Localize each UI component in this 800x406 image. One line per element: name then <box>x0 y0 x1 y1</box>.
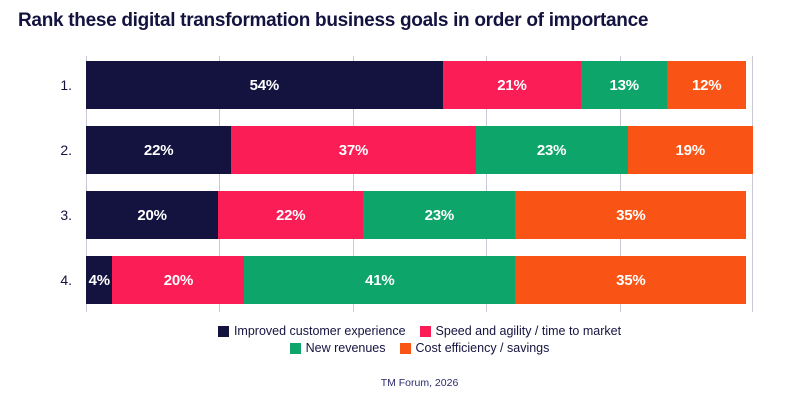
bar-segment: 12% <box>667 61 747 109</box>
legend-label: Improved customer experience <box>233 324 406 338</box>
gridline <box>752 56 753 312</box>
bar-segment: 35% <box>515 256 747 304</box>
legend-line: New revenues Cost efficiency / savings <box>289 341 550 355</box>
bar-segment: 4% <box>86 256 113 304</box>
legend-swatch-icon <box>419 325 431 337</box>
legend-label: New revenues <box>305 341 386 355</box>
legend: Improved customer experience Speed and ag… <box>86 324 753 355</box>
gridline <box>486 56 488 312</box>
legend-item: New revenues <box>289 341 386 355</box>
source-note: TM Forum, 2026 <box>380 377 459 389</box>
bar-segment: 22% <box>218 191 364 239</box>
bar-segment: 21% <box>442 61 582 109</box>
row-label: 4. <box>60 272 72 288</box>
bar-segment: 13% <box>581 61 668 109</box>
bar-segment: 37% <box>231 126 476 174</box>
bar-segment: 19% <box>627 126 753 174</box>
bar-segment: 41% <box>244 256 516 304</box>
plot-area: 1. 54% 21% 13% 12% 2. 22% 37% 23% 19% 3. 20% 22% 23% 3… <box>60 56 753 312</box>
legend-line: Improved customer experience Speed and ag… <box>217 324 622 338</box>
row-label: 3. <box>60 207 72 223</box>
legend-item: Cost efficiency / savings <box>399 341 550 355</box>
bar-segment: 54% <box>86 61 443 109</box>
legend-label: Cost efficiency / savings <box>415 341 550 355</box>
gridline <box>86 56 87 312</box>
bar-segment: 20% <box>86 191 219 239</box>
bar-row: 2. 22% 37% 23% 19% <box>60 126 753 174</box>
legend-swatch-icon <box>217 325 229 337</box>
legend-swatch-icon <box>399 342 411 354</box>
bar-segment: 23% <box>363 191 516 239</box>
legend-item: Improved customer experience <box>217 324 406 338</box>
legend-swatch-icon <box>289 342 301 354</box>
legend-label: Speed and agility / time to market <box>435 324 622 338</box>
bar-segment: 20% <box>112 256 245 304</box>
bar-segment: 23% <box>475 126 628 174</box>
row-label: 2. <box>60 142 72 158</box>
bar-row: 3. 20% 22% 23% 35% <box>60 191 753 239</box>
bar-segment: 35% <box>515 191 747 239</box>
row-label: 1. <box>60 77 72 93</box>
bar-row: 1. 54% 21% 13% 12% <box>60 61 753 109</box>
gridline <box>219 56 221 312</box>
legend-item: Speed and agility / time to market <box>419 324 622 338</box>
chart-title: Rank these digital transformation busine… <box>18 10 649 31</box>
bar-segment: 22% <box>86 126 232 174</box>
bar-row: 4. 4% 20% 41% 35% <box>60 256 753 304</box>
gridline <box>619 56 621 312</box>
gridline <box>352 56 354 312</box>
